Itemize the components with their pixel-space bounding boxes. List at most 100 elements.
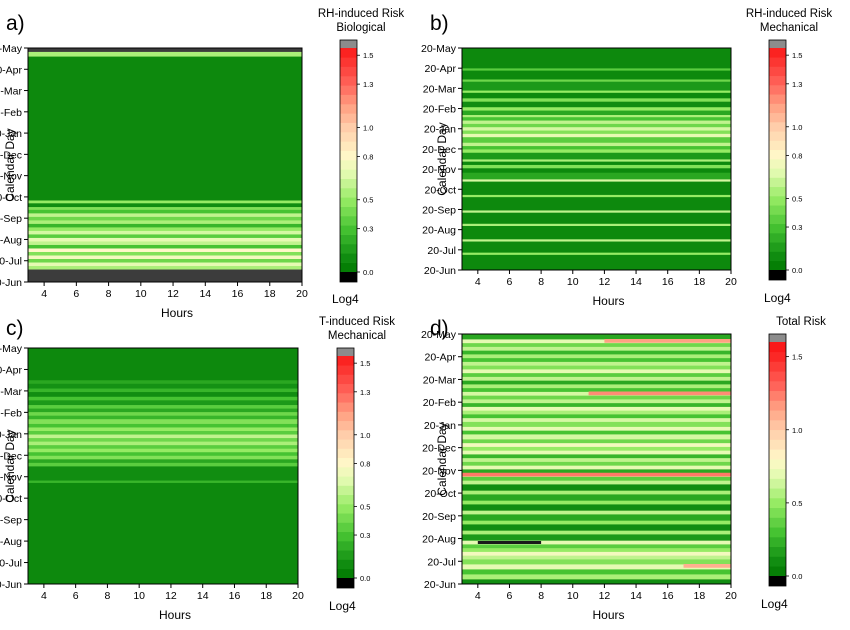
colorbar-swatch <box>337 531 354 542</box>
y-tick-label: 20-Oct <box>424 488 456 500</box>
y-tick-label: 20-Apr <box>424 352 456 364</box>
heatmap-row-6 <box>462 212 731 224</box>
colorbar-swatch <box>337 448 354 459</box>
heatmap-row-21 <box>462 136 731 143</box>
colorbar-swatch <box>337 559 354 570</box>
heatmap-row-32 <box>462 439 731 444</box>
colorbar-swatch <box>340 104 357 114</box>
x-tick-label: 18 <box>260 590 272 602</box>
y-axis-label: Calendar Day <box>3 429 17 502</box>
colorbar-tick-label: 0.8 <box>363 152 373 161</box>
heatmap-row-23 <box>28 388 298 393</box>
colorbar-under-cap <box>337 578 354 588</box>
heatmap-row-45 <box>462 387 731 392</box>
y-tick-label: 20-Jul <box>0 256 22 268</box>
y-tick-label: 20-May <box>421 43 457 55</box>
colorbar-swatch <box>769 75 786 86</box>
heatmap-row-6 <box>462 551 731 556</box>
heatmap-row-12 <box>28 227 302 231</box>
colorbar-swatch <box>340 132 357 142</box>
x-tick-label: 20 <box>296 288 308 300</box>
y-tick-label: 20-Aug <box>0 536 22 548</box>
x-tick-label: 6 <box>73 288 79 300</box>
colorbar-swatch <box>340 85 357 95</box>
colorbar-swatch <box>769 390 786 401</box>
heatmap-row-20 <box>28 200 302 204</box>
y-tick-label: 20-Jul <box>0 558 22 570</box>
colorbar-frame <box>768 333 787 587</box>
x-tick-label: 18 <box>694 590 706 602</box>
colorbar-tick-label: 1.5 <box>792 353 802 362</box>
y-tick-label: 20-Nov <box>0 472 23 484</box>
colorbar-swatch <box>769 468 786 479</box>
colorbar-tick-label: 0.3 <box>360 531 370 540</box>
y-tick-label: 20-Jan <box>0 429 22 441</box>
heatmap-row-37 <box>462 70 731 80</box>
colorbar-swatch <box>337 522 354 533</box>
y-tick-label: 20-Aug <box>422 534 456 546</box>
colorbar-swatch <box>340 160 357 170</box>
y-tick-label: 20-Jan <box>0 128 22 140</box>
heatmap-row-47 <box>462 380 731 385</box>
y-tick-label: 20-Apr <box>0 364 23 376</box>
heatmap-row-29 <box>462 450 731 455</box>
y-tick-label: 20-Sep <box>0 213 22 225</box>
heatmap-row-12 <box>28 430 298 435</box>
heatmap-row-30 <box>462 446 731 451</box>
x-tick-label: 4 <box>475 590 481 602</box>
heatmap-row-14 <box>462 514 731 521</box>
colorbar-swatch <box>337 402 354 412</box>
y-tick-label: 20-Oct <box>0 192 22 204</box>
heatmap-row-55 <box>462 350 731 355</box>
heatmap-row-10 <box>28 437 298 442</box>
heatmap-row-39 <box>462 410 731 415</box>
heatmap-row-20 <box>462 484 731 491</box>
heatmap-row-56 <box>462 346 731 351</box>
heatmap-row-18 <box>28 206 302 210</box>
y-tick-label: 20-Dec <box>422 144 456 156</box>
colorbar-swatch <box>769 371 786 382</box>
x-tick-label: 4 <box>41 288 47 300</box>
heatmap-row-53 <box>462 357 731 362</box>
heatmap-panel-1: 4 6 8 10 12 14 16 18 20 20-Jun 20-Jul 20-Aug 20-Sep 2… <box>0 8 404 320</box>
heatmap-row-17 <box>462 152 731 160</box>
colorbar: 0.0 0.3 0.5 0.8 1.0 1.3 1.5 <box>339 39 373 283</box>
heatmap-row-0 <box>462 254 731 271</box>
y-axis-label: Calendar Day <box>435 422 449 495</box>
heatmap-row-41 <box>462 402 731 407</box>
heatmap-row-25 <box>462 465 731 470</box>
heatmap-row-40 <box>462 406 731 411</box>
heatmap-row-4 <box>28 255 302 259</box>
colorbar-swatch <box>769 112 786 123</box>
colorbar-under-cap <box>769 576 786 586</box>
colorbar-frame <box>336 347 355 589</box>
colorbar-swatch <box>337 365 354 375</box>
colorbar-tick-label: 0.5 <box>363 196 373 205</box>
heatmap-row-25 <box>28 379 298 384</box>
x-tick-label: 10 <box>567 276 579 288</box>
heatmap-row-18 <box>462 494 731 501</box>
colorbar-swatch <box>337 393 354 403</box>
heatmap-row-36 <box>462 79 731 82</box>
x-axis-label: Hours <box>161 306 193 320</box>
x-tick-label: 20 <box>725 590 737 602</box>
heatmap-row-22 <box>28 51 302 57</box>
colorbar-swatch <box>337 476 354 486</box>
heatmap-row-11 <box>462 530 731 535</box>
heatmap-row-13 <box>28 223 302 228</box>
heatmap-row-6 <box>28 248 302 252</box>
colorbar: 0.0 0.3 0.5 0.8 1.0 1.3 1.5 <box>768 39 802 281</box>
colorbar-swatch <box>769 342 786 353</box>
heatmap-row-8 <box>28 444 298 449</box>
heatmap-row-2 <box>462 569 731 575</box>
colorbar-swatch <box>340 113 357 123</box>
colorbar-swatch <box>769 478 786 489</box>
y-tick-label: 20-Dec <box>0 450 22 462</box>
plot-frame <box>461 333 732 585</box>
colorbar-swatch <box>340 262 357 273</box>
x-tick-label: 16 <box>662 276 674 288</box>
heatmap-row-59 <box>462 334 731 340</box>
heatmap-row-28 <box>462 454 731 459</box>
y-tick-label: 20-Feb <box>423 104 456 116</box>
colorbar-swatch <box>769 439 786 450</box>
